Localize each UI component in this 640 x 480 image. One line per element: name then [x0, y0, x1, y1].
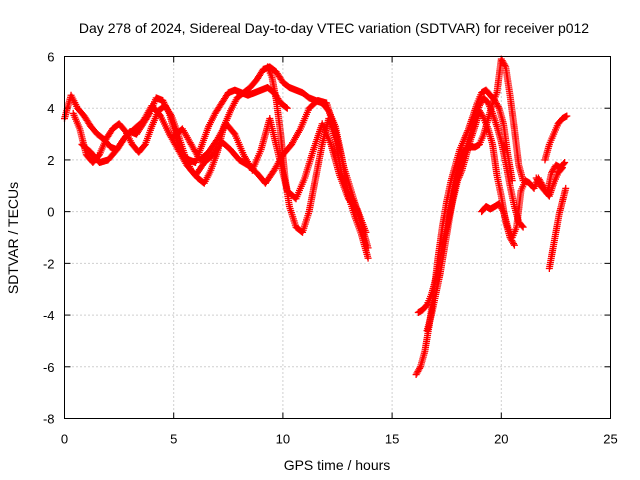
data-point: [558, 165, 566, 173]
data-point: [282, 103, 290, 111]
data-point: [562, 184, 570, 192]
x-axis-label: GPS time / hours: [284, 457, 391, 473]
data-point: [501, 61, 509, 69]
data-series: [545, 184, 570, 273]
y-tick-label: -4: [43, 308, 55, 323]
y-tick-label: 0: [47, 205, 54, 220]
x-tick-label: 20: [494, 432, 508, 447]
data-point: [519, 223, 527, 231]
data-point: [364, 254, 372, 262]
x-tick-label: 10: [276, 432, 290, 447]
data-point: [283, 104, 291, 112]
data-series: [78, 96, 366, 229]
x-tick-label: 0: [61, 432, 68, 447]
data-point: [140, 142, 148, 150]
data-series: [264, 63, 372, 252]
data-point: [510, 241, 518, 249]
data-point: [561, 159, 569, 167]
x-tick-label: 15: [385, 432, 399, 447]
x-axis-ticks: 0 5 10 15 20 25: [61, 56, 618, 447]
y-tick-label: -8: [43, 412, 55, 427]
data-point: [560, 160, 568, 168]
x-tick-label: 5: [170, 432, 177, 447]
y-axis-ticks: -8 -6 -4 -2 0 2 4 6: [43, 50, 611, 427]
data-point: [364, 244, 372, 252]
data-series: [541, 112, 571, 164]
chart-title: Day 278 of 2024, Sidereal Day-to-day VTE…: [79, 20, 589, 36]
plot-frame: [64, 56, 611, 419]
data-point: [494, 103, 502, 111]
y-axis-label: SDTVAR / TECUs: [5, 182, 21, 294]
data-point: [350, 198, 358, 206]
data-series: [445, 55, 527, 216]
data-point: [518, 222, 526, 230]
data-point: [416, 364, 424, 372]
data-point: [558, 164, 566, 172]
data-points: [61, 55, 571, 379]
data-point: [499, 206, 507, 214]
y-tick-label: 4: [47, 101, 54, 116]
y-tick-label: -2: [43, 256, 55, 271]
data-series: [69, 63, 372, 262]
data-point: [510, 240, 518, 248]
data-series: [532, 164, 566, 200]
data-point: [167, 110, 175, 118]
data-point: [563, 112, 571, 120]
x-tick-label: 25: [603, 432, 617, 447]
y-tick-label: 2: [47, 153, 54, 168]
y-tick-label: -6: [43, 360, 55, 375]
y-tick-label: 6: [47, 50, 54, 65]
